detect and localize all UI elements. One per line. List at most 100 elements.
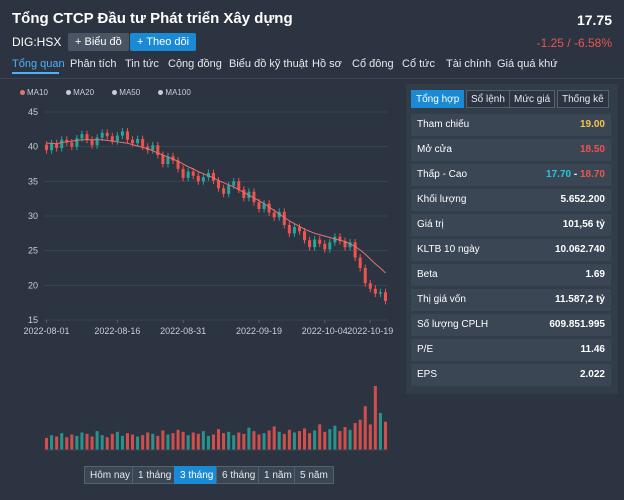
period-1-year[interactable]: 1 năm — [258, 466, 298, 484]
stat-label: Giá trị — [417, 219, 444, 230]
candle — [368, 283, 372, 289]
candle — [60, 139, 64, 149]
candle — [45, 144, 49, 151]
legend-label: MA20 — [73, 88, 95, 97]
volume-bar — [378, 412, 382, 450]
tab-news[interactable]: Tin tức — [125, 58, 159, 70]
stat-label: Số lượng CPLH — [417, 319, 489, 330]
volume-bar — [151, 433, 155, 450]
volume-bar — [120, 435, 124, 450]
candle — [85, 134, 89, 140]
stat-label: Mở cửa — [417, 144, 452, 155]
legend-label: MA50 — [119, 88, 141, 97]
volume-bar — [201, 431, 205, 450]
volume-bar — [131, 434, 135, 450]
candle — [70, 142, 74, 147]
tab-technical-chart[interactable]: Biểu đồ kỹ thuật — [229, 58, 308, 70]
volume-bar — [262, 433, 266, 450]
candle — [338, 236, 342, 241]
stats-panel: Tổng hợp Sổ lệnh Mức giá Thống kê Tham c… — [406, 84, 618, 394]
stats-tab-summary[interactable]: Tổng hợp — [411, 90, 465, 108]
period-1-month[interactable]: 1 tháng — [132, 466, 178, 484]
volume-bar — [242, 433, 246, 450]
candle — [297, 227, 301, 232]
stat-low-value: 17.70 — [546, 169, 572, 180]
stat-range-separator: - — [571, 169, 580, 180]
x-tick-label: 2022-09-19 — [236, 326, 282, 336]
volume-bar — [141, 435, 145, 450]
tab-dividends[interactable]: Cổ tức — [402, 58, 436, 70]
add-chart-button[interactable]: + Biểu đồ — [68, 33, 129, 51]
volume-bar — [206, 435, 210, 450]
stat-value: 2.022 — [579, 369, 605, 380]
volume-bar — [136, 436, 140, 450]
volume-bar — [318, 424, 322, 450]
tab-overview[interactable]: Tổng quan — [12, 58, 65, 70]
tab-profile[interactable]: Hồ sơ — [312, 58, 342, 70]
candle — [141, 139, 145, 147]
stat-row: Giá trị 101,56 tỷ — [411, 214, 611, 236]
candle — [313, 239, 317, 248]
volume-bar — [196, 433, 200, 450]
stat-row: Beta 1.69 — [411, 264, 611, 286]
candle — [186, 171, 190, 178]
volume-bar — [161, 430, 165, 450]
stat-value: 1.69 — [585, 269, 605, 280]
price-change: -1.25 / -6.58% — [536, 36, 612, 50]
volume-bar — [363, 406, 367, 450]
ma-legend: MA10 MA20 MA50 MA100 — [20, 88, 207, 97]
candle — [358, 257, 362, 268]
volume-bar — [181, 431, 185, 450]
candle — [227, 185, 231, 194]
volume-bar — [125, 433, 129, 450]
ma50-dot-icon — [112, 90, 118, 95]
candle — [282, 211, 286, 226]
chart-panel: MA10 MA20 MA50 MA100 45 40 35 30 25 20 15 2022-… — [12, 84, 402, 490]
tab-shareholders[interactable]: Cổ đông — [352, 58, 394, 70]
candle — [50, 143, 54, 151]
tab-price-history[interactable]: Giá quá khứ — [497, 58, 558, 70]
stat-value: 609.851.995 — [549, 319, 605, 330]
period-3-months[interactable]: 3 tháng — [174, 466, 220, 484]
volume-bar — [267, 430, 271, 450]
stats-tab-statistics[interactable]: Thống kê — [557, 90, 609, 108]
period-5-years[interactable]: 5 năm — [294, 466, 334, 484]
legend-ma20[interactable]: MA20 — [66, 88, 102, 97]
stat-row: KLTB 10 ngày 10.062.740 — [411, 239, 611, 261]
candle — [131, 139, 135, 144]
tab-community[interactable]: Cộng đồng — [168, 58, 222, 70]
legend-ma100[interactable]: MA100 — [158, 88, 198, 97]
candle — [252, 191, 256, 203]
volume-bar — [237, 432, 241, 450]
stat-value: 18.50 — [579, 144, 605, 155]
candle — [80, 134, 84, 139]
candle — [181, 168, 185, 178]
stat-row: Thị giá vốn 11.587,2 tỷ — [411, 289, 611, 311]
x-tick-label: 2022-08-01 — [24, 326, 70, 336]
candle — [65, 139, 69, 143]
volume-bar — [343, 427, 347, 450]
stats-tab-orderbook[interactable]: Sổ lệnh — [466, 90, 510, 108]
legend-ma10[interactable]: MA10 — [20, 88, 56, 97]
volume-bar — [105, 437, 109, 450]
tab-financials[interactable]: Tài chính — [446, 58, 492, 70]
candle — [136, 139, 140, 144]
period-today[interactable]: Hôm nay — [84, 466, 137, 484]
candle — [363, 268, 367, 284]
volume-bar — [373, 386, 377, 450]
legend-ma50[interactable]: MA50 — [112, 88, 148, 97]
candle — [125, 131, 129, 140]
candle — [373, 288, 377, 294]
candle — [90, 139, 94, 146]
volume-bar — [358, 419, 362, 450]
candle — [308, 240, 312, 248]
follow-button[interactable]: + Theo dõi — [130, 33, 197, 51]
period-6-months[interactable]: 6 tháng — [216, 466, 262, 484]
tab-analysis[interactable]: Phân tích — [70, 58, 117, 70]
volume-bar — [348, 429, 352, 450]
stats-tab-price-levels[interactable]: Mức giá — [509, 90, 556, 108]
volume-bar — [222, 433, 226, 450]
volume-bar — [171, 433, 175, 450]
volume-bar — [323, 431, 327, 450]
